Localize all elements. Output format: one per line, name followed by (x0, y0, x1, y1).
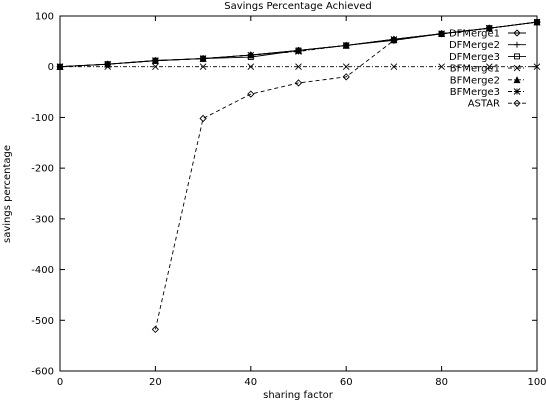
legend-label-dfmerge1: DFMerge1 (449, 29, 500, 40)
y-tick-label: -200 (31, 164, 54, 175)
x-tick-label: 20 (149, 377, 162, 388)
legend-marker-dfmerge3 (514, 53, 520, 60)
data-point-bfmerge3 (56, 63, 64, 71)
data-point-bfmerge1 (295, 63, 302, 71)
data-point-bfmerge3 (438, 30, 445, 38)
chart-title: Savings Percentage Achieved (224, 1, 372, 12)
data-point-bfmerge1 (533, 63, 541, 71)
data-point-bfmerge3 (199, 55, 207, 62)
y-tick-label: 0 (48, 62, 54, 73)
x-tick-label: 60 (340, 377, 353, 388)
legend-label-bfmerge3: BFMerge3 (450, 87, 500, 98)
data-point-astar (485, 24, 493, 32)
data-point-bfmerge1 (485, 63, 493, 71)
legend-label-astar: ASTAR (468, 99, 500, 110)
y-tick-label: -100 (31, 113, 54, 124)
legend-marker-astar (513, 99, 521, 107)
legend-marker-dfmerge1 (513, 29, 521, 37)
x-axis-label: sharing factor (263, 390, 334, 401)
y-tick-label: -600 (31, 367, 54, 378)
legend-label-dfmerge2: DFMerge2 (449, 40, 500, 51)
y-tick-label: 100 (35, 12, 54, 23)
data-point-bfmerge3 (295, 48, 302, 55)
data-point-bfmerge1 (390, 63, 398, 71)
legend-label-dfmerge3: DFMerge3 (449, 52, 500, 63)
x-tick-label: 80 (435, 377, 448, 388)
legend-marker-dfmerge2 (514, 41, 520, 48)
data-point-bfmerge3 (533, 18, 541, 26)
series-line-astar (154, 21, 538, 330)
data-point-astar (151, 325, 160, 334)
data-point-astar (247, 90, 255, 98)
data-point-astar (199, 114, 207, 123)
data-point-astar (294, 79, 303, 87)
data-point-bfmerge3 (104, 60, 112, 68)
data-point-bfmerge3 (390, 36, 398, 43)
legend-marker-bfmerge2 (513, 76, 521, 84)
y-tick-label: -500 (31, 316, 54, 327)
x-tick-label: 100 (527, 377, 546, 388)
legend-label-bfmerge1: BFMerge1 (450, 64, 500, 75)
y-axis-label: savings percentage (2, 145, 13, 243)
x-tick-label: 40 (244, 377, 257, 388)
data-point-bfmerge1 (342, 63, 350, 71)
data-point-bfmerge3 (247, 51, 255, 59)
x-tick-label: 0 (57, 377, 63, 388)
data-point-astar (342, 73, 350, 81)
legend-marker-bfmerge1 (513, 64, 521, 72)
data-point-astar (533, 18, 541, 26)
data-point-bfmerge1 (247, 63, 255, 71)
data-point-bfmerge3 (342, 42, 350, 49)
plot-frame (59, 15, 538, 372)
legend-label-bfmerge2: BFMerge2 (450, 75, 500, 86)
data-point-bfmerge1 (152, 63, 159, 71)
data-point-astar (437, 30, 446, 38)
data-point-bfmerge1 (438, 63, 445, 71)
data-point-bfmerge1 (199, 63, 207, 71)
data-point-bfmerge3 (152, 57, 159, 64)
data-point-astar (390, 36, 398, 44)
y-tick-label: -400 (31, 265, 54, 276)
data-point-bfmerge3 (485, 24, 493, 32)
y-tick-label: -300 (31, 214, 54, 225)
legend-marker-bfmerge3 (513, 88, 521, 95)
